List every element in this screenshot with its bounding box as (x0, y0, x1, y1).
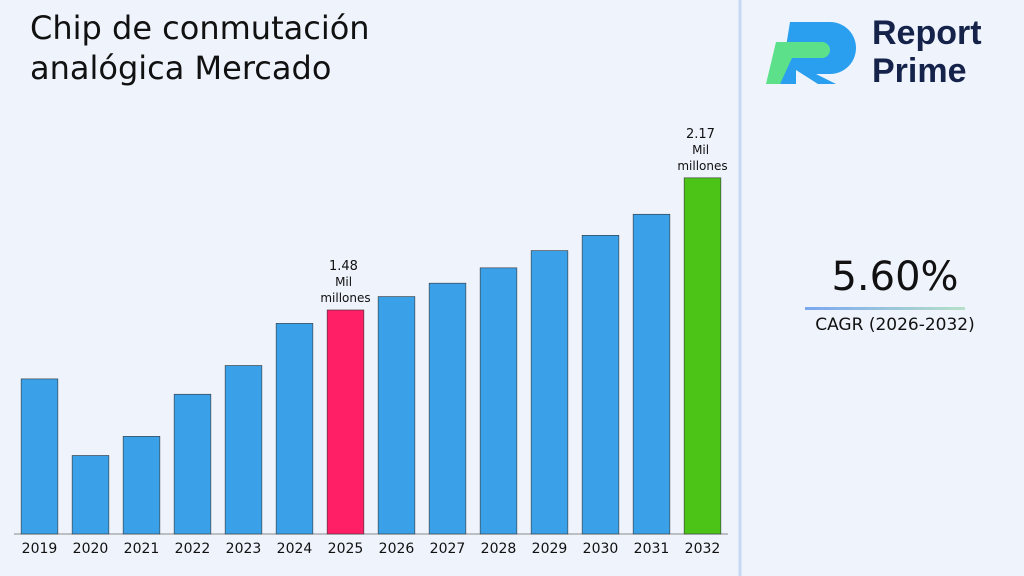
x-tick-label: 2023 (226, 541, 262, 557)
x-tick-label: 2025 (328, 541, 364, 557)
bar (20, 378, 59, 535)
x-tick-label: 2019 (22, 541, 58, 557)
bar (71, 455, 110, 535)
bar (632, 213, 671, 535)
x-tick-label: 2029 (532, 541, 568, 557)
bar (122, 436, 161, 535)
cagr-value: 5.60% (831, 254, 959, 300)
bar (326, 309, 365, 535)
x-tick-label: 2028 (481, 541, 517, 557)
x-tick-label: 2022 (175, 541, 211, 557)
chart-title: Chip de conmutación analógica Mercado (30, 9, 370, 87)
bar (275, 323, 314, 535)
bar (530, 250, 569, 535)
bar (377, 296, 416, 535)
x-tick-label: 2032 (685, 541, 721, 557)
brand-name: Report Prime (872, 14, 982, 90)
bar (428, 282, 467, 535)
value-label: 2.17 Mil millones (677, 127, 727, 173)
x-tick-label: 2031 (634, 541, 670, 557)
bar (683, 177, 722, 535)
x-tick-label: 2026 (379, 541, 415, 557)
x-tick-label: 2021 (124, 541, 160, 557)
bar (224, 365, 263, 535)
x-tick-label: 2030 (583, 541, 619, 557)
cagr-underline (805, 307, 965, 310)
x-tick-label: 2027 (430, 541, 466, 557)
x-tick-label: 2020 (73, 541, 109, 557)
value-label: 1.48 Mil millones (320, 259, 370, 305)
x-tick-label: 2024 (277, 541, 313, 557)
logo (766, 22, 856, 84)
cagr-label: CAGR (2026-2032) (815, 315, 975, 335)
bar (581, 235, 620, 535)
bar (173, 393, 212, 535)
bar (479, 267, 518, 535)
